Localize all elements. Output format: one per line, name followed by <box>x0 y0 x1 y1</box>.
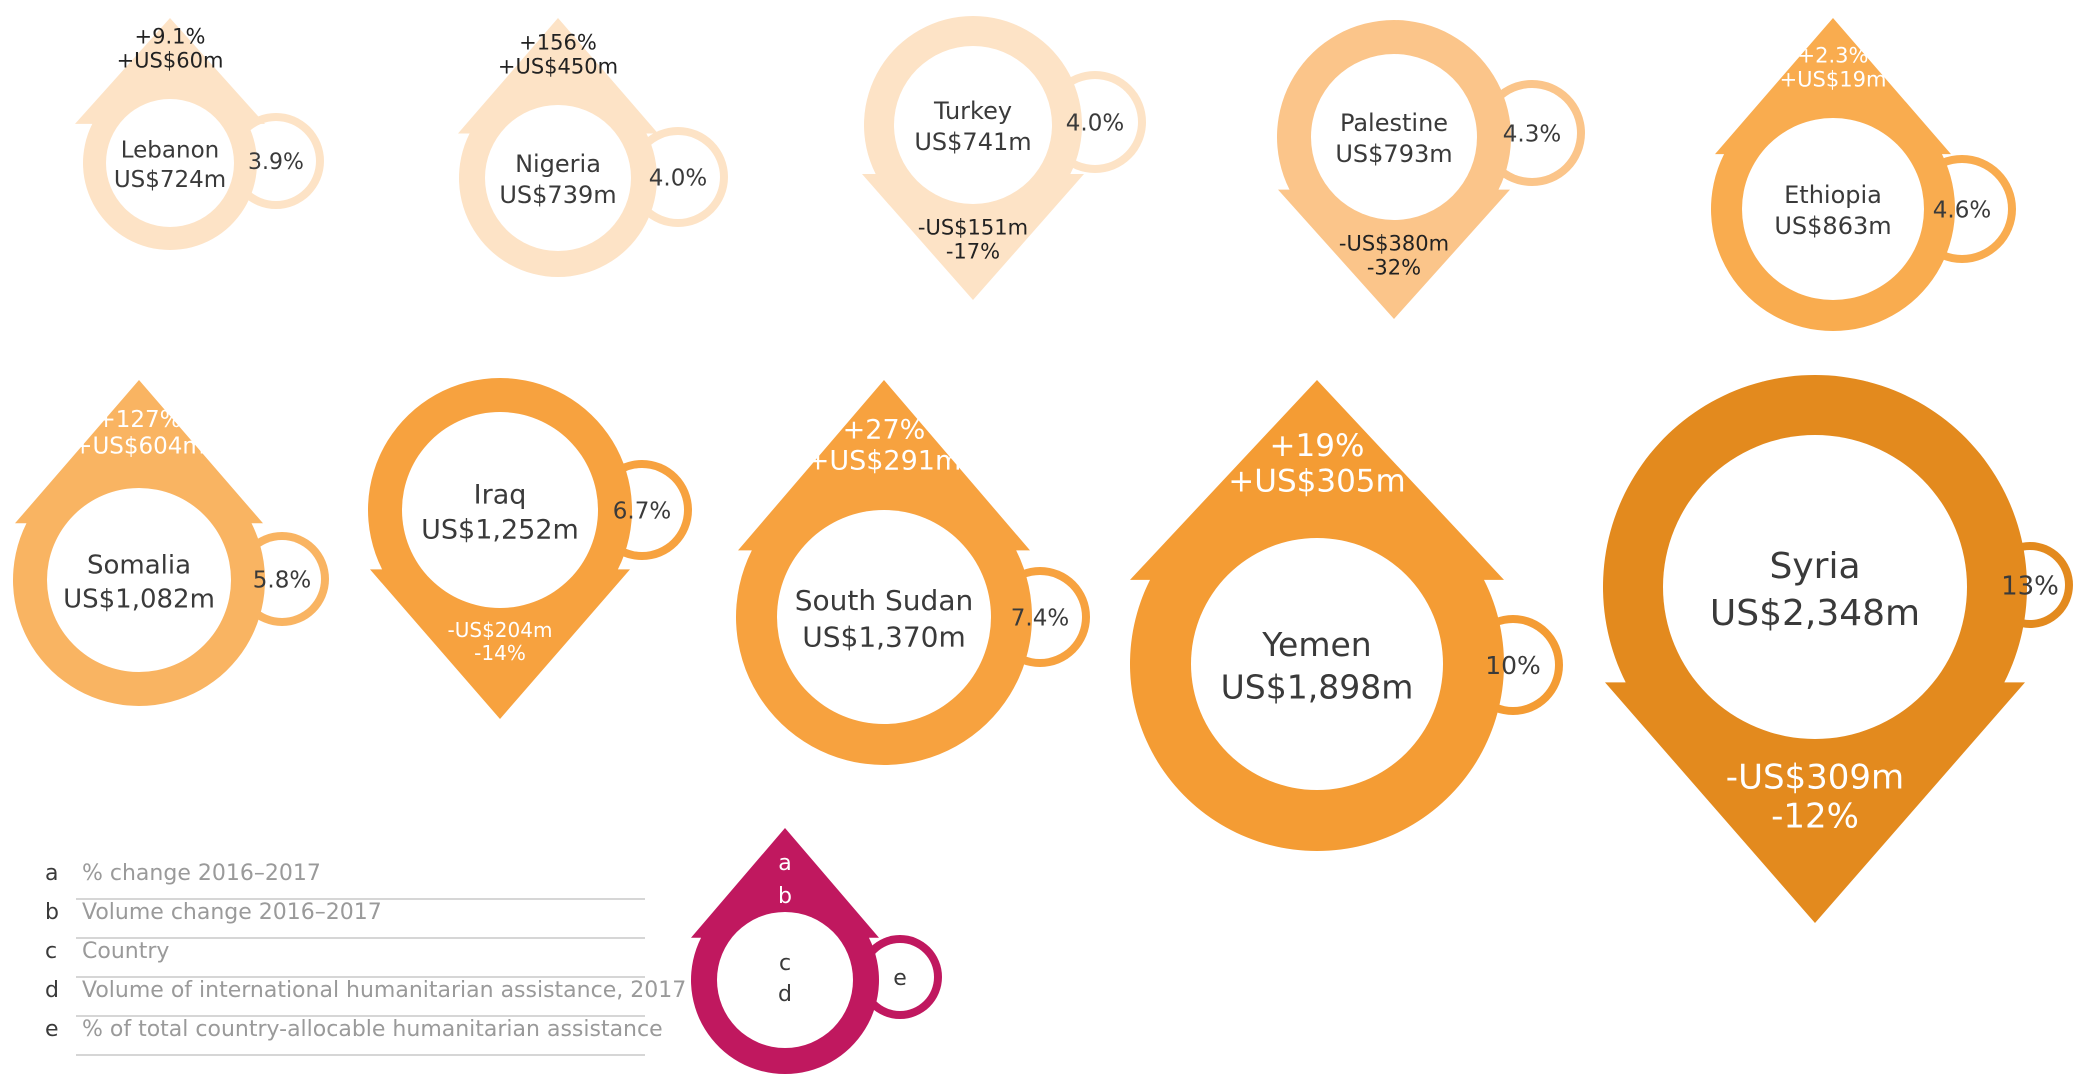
share-bubble-lebanon <box>236 121 316 201</box>
inner-circle-nigeria <box>485 105 631 251</box>
share-label-turkey: 4.0% <box>1066 110 1124 136</box>
country-label-yemen: Yemen <box>1261 625 1371 664</box>
vol-change-syria: -US$309m <box>1726 757 1904 797</box>
glyph-nigeria: Nigeria US$739m 4.0% +156%+US$450m <box>458 18 728 277</box>
key-label-a: a <box>778 851 791 876</box>
share-label-syria: 13% <box>2001 571 2059 601</box>
volume-label-ethiopia: US$863m <box>1774 212 1891 240</box>
vol-change-south-sudan: +US$291m <box>807 446 962 477</box>
country-label-syria: Syria <box>1769 546 1860 587</box>
volume-label-somalia: US$1,082m <box>63 584 215 614</box>
pct-change-ethiopia: +2.3% <box>1798 43 1869 67</box>
glyph-yemen: Yemen US$1,898m 10% +19%+US$305m <box>1130 380 1563 851</box>
share-label-nigeria: 4.0% <box>649 165 707 191</box>
share-label-somalia: 5.8% <box>253 567 311 593</box>
volume-label-syria: US$2,348m <box>1710 593 1920 634</box>
pct-change-yemen: +19% <box>1270 428 1365 464</box>
legend-letter-b: b <box>45 900 59 925</box>
inner-circle-palestine <box>1311 54 1477 220</box>
vol-change-palestine: -US$380m <box>1339 231 1449 255</box>
share-label-south-sudan: 7.4% <box>1011 605 1069 631</box>
inner-circle-south-sudan <box>777 510 991 724</box>
legend-letter-d: d <box>45 978 59 1003</box>
country-label-turkey: Turkey <box>933 97 1012 125</box>
country-glyphs: Lebanon US$724m 3.9% +9.1%+US$60m Nigeria US$… <box>13 15 2073 923</box>
glyph-palestine: Palestine US$793m 4.3% -US$380m-32% <box>1276 20 1585 320</box>
inner-circle-ethiopia <box>1742 118 1924 300</box>
inner-circle-lebanon <box>106 99 234 227</box>
share-label-iraq: 6.7% <box>613 498 671 524</box>
key-label-e: e <box>893 966 907 991</box>
volume-label-south-sudan: US$1,370m <box>802 620 966 653</box>
volume-label-turkey: US$741m <box>914 128 1031 156</box>
vol-change-somalia: +US$604m <box>73 434 205 460</box>
pct-change-syria: -12% <box>1771 796 1859 836</box>
legend-letter-a: a <box>45 861 58 886</box>
key-share-bubble <box>866 943 934 1011</box>
inner-circle-turkey <box>894 46 1052 204</box>
key-inner-circle <box>717 912 853 1048</box>
country-label-nigeria: Nigeria <box>515 150 601 178</box>
legend-letter-e: e <box>45 1017 59 1042</box>
pct-change-somalia: +127% <box>96 407 181 433</box>
share-bubble-nigeria <box>636 135 720 219</box>
legend-letter-c: c <box>45 939 57 964</box>
country-label-palestine: Palestine <box>1340 109 1448 137</box>
volume-label-yemen: US$1,898m <box>1221 668 1414 707</box>
pct-change-nigeria: +156% <box>519 30 597 54</box>
pct-change-turkey: -17% <box>946 240 1000 264</box>
vol-change-yemen: +US$305m <box>1228 464 1405 500</box>
vol-change-iraq: -US$204m <box>448 618 553 642</box>
glyph-syria: Syria US$2,348m 13% -US$309m-12% <box>1603 375 2073 923</box>
inner-circle-iraq <box>402 412 598 608</box>
vol-change-nigeria: +US$450m <box>498 55 618 79</box>
country-label-lebanon: Lebanon <box>121 137 219 163</box>
key-label-c: c <box>779 951 791 976</box>
country-label-iraq: Iraq <box>474 479 527 510</box>
share-label-yemen: 10% <box>1485 651 1541 680</box>
volume-label-iraq: US$1,252m <box>421 514 579 545</box>
share-label-ethiopia: 4.6% <box>1933 197 1991 223</box>
pct-change-lebanon: +9.1% <box>135 24 206 48</box>
legend-text-b: Volume change 2016–2017 <box>82 900 382 925</box>
pct-change-south-sudan: +27% <box>843 414 926 445</box>
share-label-palestine: 4.3% <box>1503 121 1561 147</box>
share-label-lebanon: 3.9% <box>248 150 304 175</box>
legend-text-d: Volume of international humanitarian ass… <box>82 978 686 1003</box>
country-label-ethiopia: Ethiopia <box>1784 181 1882 209</box>
volume-label-palestine: US$793m <box>1335 140 1452 168</box>
pct-change-palestine: -32% <box>1367 256 1421 280</box>
vol-change-ethiopia: +US$19m <box>1780 68 1887 92</box>
inner-circle-syria <box>1663 435 1967 739</box>
inner-circle-somalia <box>47 488 231 672</box>
legend-text-c: Country <box>82 939 169 964</box>
glyph-turkey: Turkey US$741m 4.0% -US$151m-17% <box>862 15 1146 300</box>
inner-circle-yemen <box>1191 538 1443 790</box>
country-label-somalia: Somalia <box>87 551 191 581</box>
vol-change-turkey: -US$151m <box>918 215 1028 239</box>
glyph-ethiopia: Ethiopia US$863m 4.6% +2.3%+US$19m <box>1710 18 2016 332</box>
glyph-lebanon: Lebanon US$724m 3.9% +9.1%+US$60m <box>75 18 324 251</box>
legend-text-e: % of total country-allocable humanitaria… <box>82 1017 663 1042</box>
key-label-d: d <box>778 982 792 1007</box>
key-label-b: b <box>778 884 792 909</box>
volume-label-nigeria: US$739m <box>499 181 616 209</box>
volume-label-lebanon: US$724m <box>114 167 226 193</box>
country-label-south-sudan: South Sudan <box>795 584 973 617</box>
pct-change-iraq: -14% <box>474 641 526 665</box>
vol-change-lebanon: +US$60m <box>117 49 224 73</box>
glyph-iraq: Iraq US$1,252m 6.7% -US$204m-14% <box>368 378 692 719</box>
legend-text-a: % change 2016–2017 <box>82 861 321 886</box>
